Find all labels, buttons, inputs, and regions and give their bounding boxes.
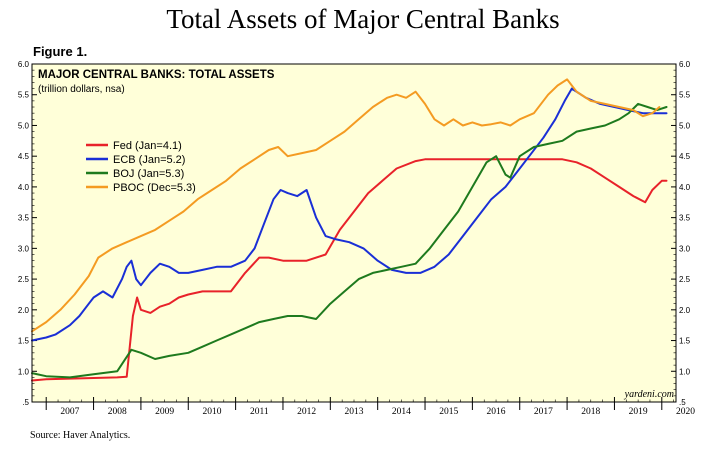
y-tick-label-right: .5 <box>679 398 686 407</box>
x-year-label: 2007 <box>60 407 79 417</box>
x-year-label: 2019 <box>629 407 648 417</box>
legend: Fed (Jan=4.1) ECB (Jan=5.2) BOJ (Jan=5.3) P… <box>86 140 196 194</box>
chart-subtitle: (trillion dollars, nsa) <box>38 84 125 95</box>
y-tick-label-right: 4.0 <box>679 183 691 192</box>
series-line-fed <box>31 158 668 382</box>
legend-label-boj: BOJ (Jan=5.3) <box>113 168 184 180</box>
x-year-label: 2008 <box>108 407 127 417</box>
legend-label-fed: Fed (Jan=4.1) <box>113 140 182 152</box>
y-tick-label-right: 3.0 <box>679 244 691 253</box>
y-tick-label-left: 3.5 <box>18 214 30 223</box>
x-year-label: 2012 <box>297 407 316 417</box>
series-line-boj <box>31 102 668 379</box>
y-tick-label-right: 1.0 <box>679 367 691 376</box>
x-year-label: 2016 <box>487 407 506 417</box>
page-title: Total Assets of Major Central Banks <box>166 4 560 34</box>
y-tick-label-left: 2.0 <box>18 306 30 315</box>
x-year-label: 2015 <box>439 407 458 417</box>
x-year-label: 2011 <box>250 407 269 417</box>
y-tick-label-left: 2.5 <box>18 275 30 284</box>
y-tick-label-left: 1.0 <box>18 367 30 376</box>
y-tick-label-right: 3.5 <box>679 214 691 223</box>
y-tick-label-right: 6.0 <box>679 60 691 69</box>
plot-background <box>32 64 676 402</box>
y-tick-label-left: 1.5 <box>18 337 30 346</box>
y-tick-label-left: 6.0 <box>18 60 30 69</box>
x-year-label: 2009 <box>155 407 174 417</box>
chart-title: MAJOR CENTRAL BANKS: TOTAL ASSETS <box>38 69 275 81</box>
y-tick-label-left: 4.0 <box>18 183 30 192</box>
y-tick-label-left: 3.0 <box>18 244 30 253</box>
x-year-label: 2018 <box>581 407 600 417</box>
legend-label-ecb: ECB (Jan=5.2) <box>113 154 185 166</box>
plot-frame <box>31 63 677 403</box>
watermark: yardeni.com <box>624 389 674 400</box>
y-tick-label-right: 1.5 <box>679 337 691 346</box>
x-year-label: 2014 <box>392 407 411 417</box>
series-line-pboc <box>31 78 661 333</box>
x-year-label: 2017 <box>534 407 553 417</box>
series-line-ecb <box>31 87 668 342</box>
y-tick-label-right: 5.0 <box>679 121 691 130</box>
y-tick-label-left: .5 <box>22 398 29 407</box>
y-tick-label-right: 5.5 <box>679 91 691 100</box>
y-tick-label-left: 5.5 <box>18 91 30 100</box>
x-year-label: 2013 <box>345 407 364 417</box>
figure-label: Figure 1. <box>33 44 88 59</box>
source-note: Source: Haver Analytics. <box>30 430 131 441</box>
y-tick-label-left: 4.5 <box>18 152 30 161</box>
series-lines <box>31 78 668 382</box>
y-tick-label-right: 2.5 <box>679 275 691 284</box>
y-tick-label-right: 2.0 <box>679 306 691 315</box>
axis-labels: .5 .5 1.0 1.0 1.5 1.5 2.0 2.0 2.5 2.5 3.0 3.0 3.5 3.5… <box>18 60 695 417</box>
x-year-label: 2020 <box>676 407 695 417</box>
y-tick-label-left: 5.0 <box>18 121 30 130</box>
legend-label-pboc: PBOC (Dec=5.3) <box>113 182 196 194</box>
x-year-label: 2010 <box>202 407 221 417</box>
y-tick-label-right: 4.5 <box>679 152 691 161</box>
